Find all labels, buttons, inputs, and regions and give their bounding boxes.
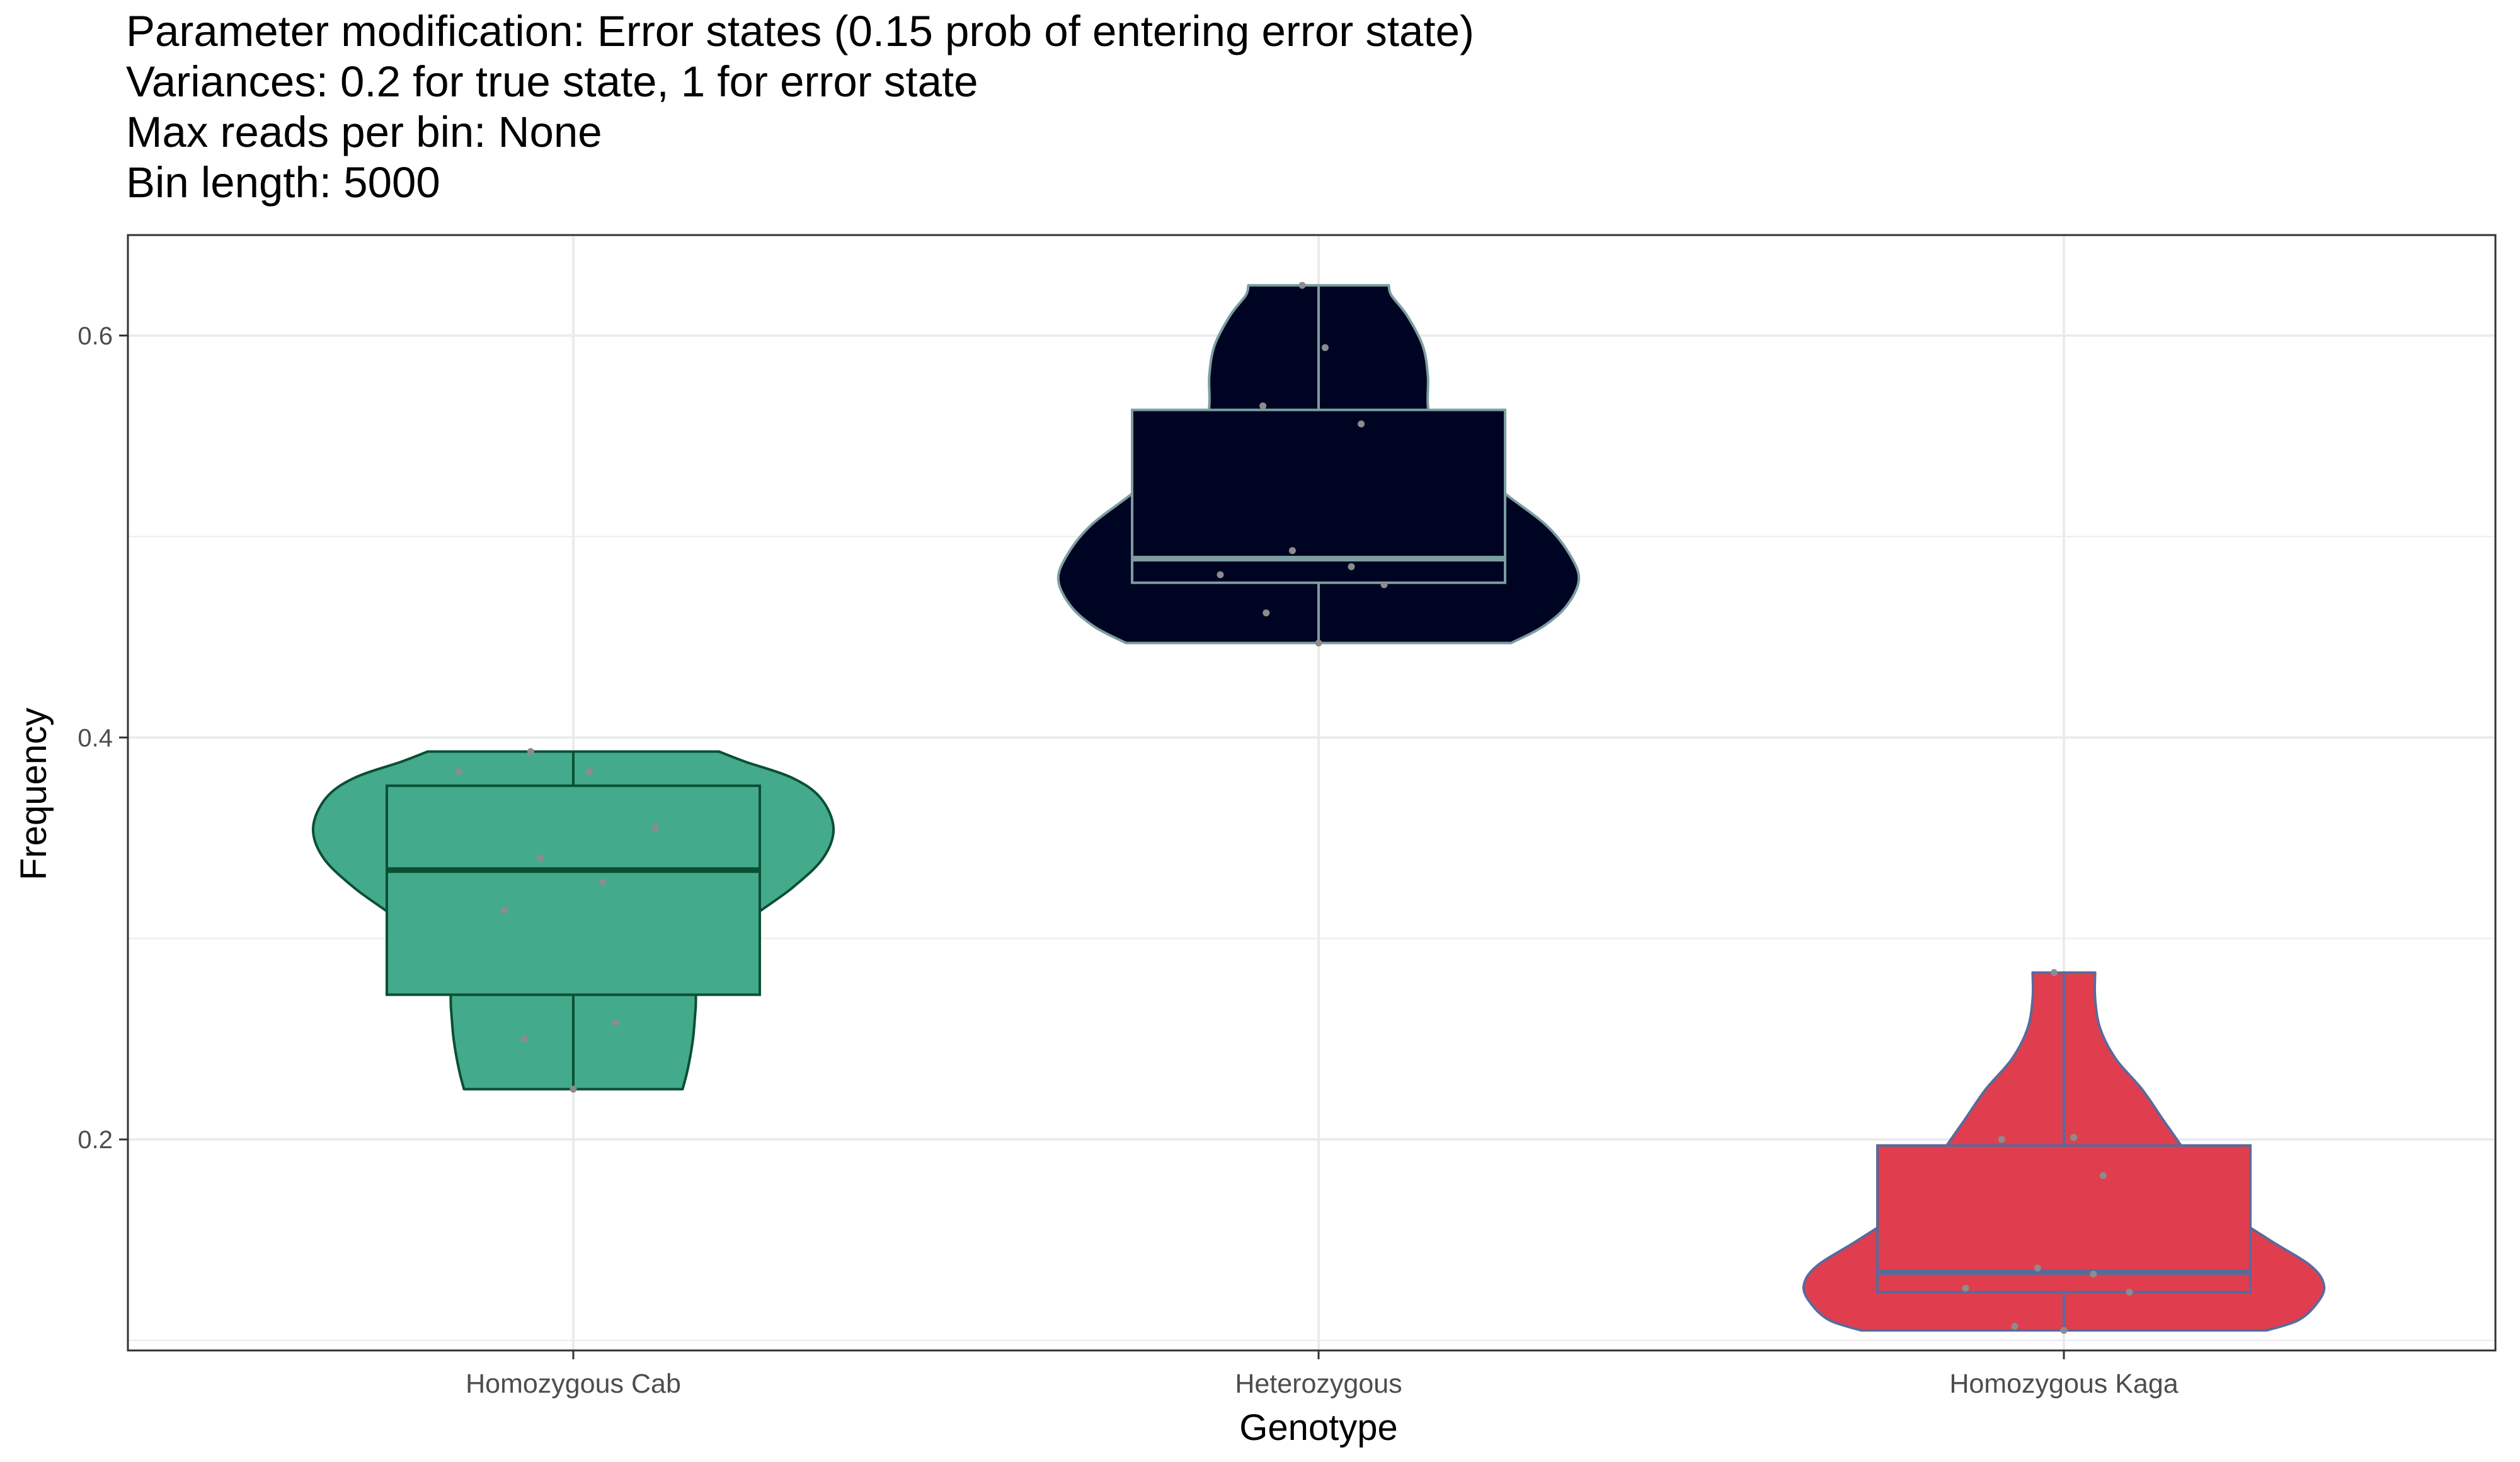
data-point-1-5 [1348,563,1355,570]
data-point-1-3 [1358,420,1365,428]
data-point-2-5 [2090,1270,2097,1278]
x-tick-label-0: Homozygous Cab [466,1369,681,1399]
axes: 0.2 0.4 0.6 Homozygous Cab Heterozygous Homoz… [77,322,2178,1399]
data-point-1-0 [1298,282,1306,289]
y-tick-label-2: 0.6 [77,322,113,350]
x-tick-label-2: Homozygous Kaga [1949,1369,2178,1399]
data-point-0-8 [612,1019,620,1027]
panel-border [127,234,2497,1352]
title-line-3: Max reads per bin: None [126,108,602,156]
data-point-2-4 [2034,1264,2041,1272]
data-point-2-0 [2050,969,2058,976]
data-point-2-3 [2099,1172,2107,1180]
title-line-1: Parameter modification: Error states (0.… [126,7,1474,55]
data-point-1-6 [1217,571,1224,578]
data-point-0-2 [586,768,593,776]
data-point-2-2 [2070,1134,2078,1141]
jitter-points [455,282,2133,1334]
data-point-0-1 [527,748,534,756]
y-tick-label-1: 0.4 [77,724,113,752]
data-point-2-6 [1962,1284,1969,1292]
data-point-0-3 [537,855,544,862]
data-point-1-4 [1288,547,1296,555]
data-point-2-7 [2126,1289,2133,1296]
data-point-1-1 [1321,344,1329,352]
data-point-1-2 [1259,402,1267,410]
data-point-0-5 [599,878,607,886]
title-line-2: Variances: 0.2 for true state, 1 for err… [126,57,978,106]
data-point-2-9 [2060,1327,2068,1334]
data-point-0-0 [455,768,462,776]
box-2 [1876,1144,2252,1294]
y-tick-label-0: 0.2 [77,1126,113,1154]
title-line-4: Bin length: 5000 [126,158,440,207]
data-point-0-6 [501,907,508,914]
x-axis-title: Genotype [1239,1407,1398,1448]
y-axis-title: Frequency [13,708,54,880]
data-point-1-7 [1380,581,1388,589]
data-point-0-7 [520,1035,528,1043]
box-1 [1131,408,1506,584]
data-point-0-9 [570,1085,577,1093]
chart-title: Parameter modification: Error states (0.… [126,6,1474,208]
box-0 [386,784,761,996]
data-point-2-1 [1998,1136,2005,1143]
data-point-0-4 [651,824,659,832]
data-point-1-9 [1315,639,1322,647]
boxplots [386,285,2252,1331]
x-tick-label-1: Heterozygous [1235,1369,1402,1399]
data-point-2-8 [2011,1323,2019,1330]
data-point-1-8 [1263,609,1270,617]
